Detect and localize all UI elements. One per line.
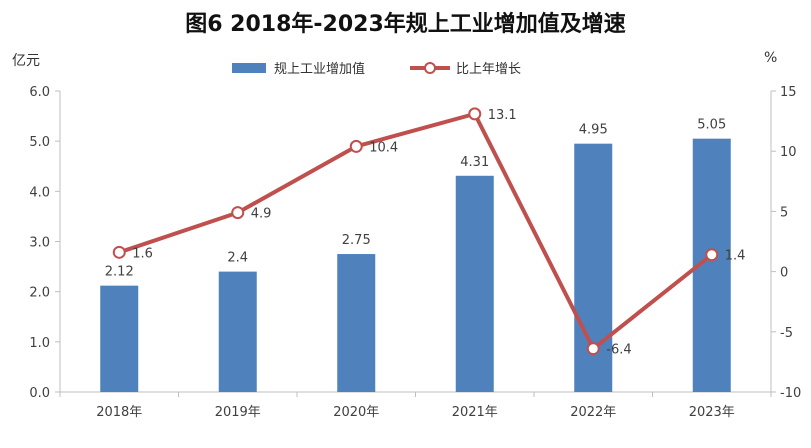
bar-data-label: 2.4 (227, 251, 248, 266)
x-axis-tick-label: 2022年 (570, 405, 616, 420)
bar-data-label: 4.31 (460, 155, 489, 170)
growth-data-label: 4.9 (251, 207, 272, 222)
right-axis-tick-label: -10 (780, 386, 801, 401)
legend-item-bar: 规上工业增加值 (232, 58, 365, 77)
right-axis-tick-label: 5 (780, 205, 788, 220)
growth-data-label: -6.4 (606, 343, 631, 358)
right-axis-tick-label: 10 (780, 145, 797, 160)
bar-data-label: 2.75 (342, 233, 371, 248)
x-axis-tick-label: 2021年 (452, 405, 498, 420)
left-axis-tick-label: 2.0 (29, 286, 50, 301)
growth-data-label: 1.6 (132, 246, 153, 261)
right-axis-unit: % (764, 50, 778, 66)
growth-line (118, 111, 713, 351)
growth-point (349, 139, 363, 153)
bar (337, 254, 376, 392)
bar-data-label: 5.05 (697, 118, 726, 133)
right-axis-tick-label: 15 (780, 85, 797, 100)
bar-data-label: 4.95 (579, 123, 608, 138)
left-axis-tick-label: 3.0 (29, 236, 50, 251)
legend-item-line: 比上年增长 (410, 58, 521, 77)
bar (100, 285, 139, 392)
x-axis-tick-label: 2023年 (689, 405, 735, 420)
growth-point (586, 342, 600, 356)
left-axis-tick-label: 4.0 (29, 185, 50, 200)
legend-bar-swatch (232, 62, 266, 73)
left-axis-tick-label: 5.0 (29, 135, 50, 150)
growth-point (705, 248, 719, 262)
legend-bar-label: 规上工业增加值 (274, 62, 366, 77)
left-axis-tick-label: 1.0 (29, 336, 50, 351)
x-axis-tick-label: 2019年 (215, 405, 261, 420)
right-axis-tick-label: -5 (780, 326, 793, 341)
growth-data-label: 1.4 (725, 249, 746, 264)
growth-point (112, 245, 126, 259)
growth-point (231, 206, 245, 220)
legend-line-swatch (410, 61, 450, 74)
chart-title: 图6 2018年-2023年规上工业增加值及增速 (185, 12, 626, 37)
left-axis-unit: 亿元 (12, 53, 40, 69)
x-axis-tick-label: 2018年 (96, 405, 142, 420)
x-axis-tick-label: 2020年 (333, 405, 379, 420)
legend-line-label: 比上年增长 (456, 62, 522, 77)
left-axis-tick-label: 0.0 (29, 386, 50, 401)
growth-point (468, 107, 482, 121)
left-axis-tick-label: 6.0 (29, 85, 50, 100)
right-axis-tick-label: 0 (780, 266, 788, 281)
growth-data-label: 13.1 (488, 108, 517, 123)
growth-data-label: 10.4 (369, 140, 398, 155)
bar-data-label: 2.12 (105, 265, 134, 280)
bar (218, 271, 257, 392)
bar (455, 175, 494, 392)
